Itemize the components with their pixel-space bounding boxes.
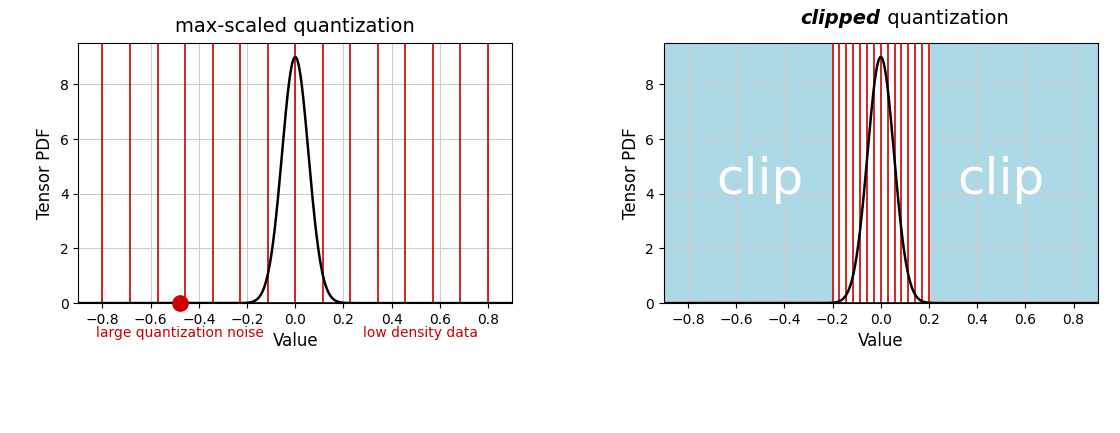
Y-axis label: Tensor PDF: Tensor PDF [622, 127, 640, 219]
Title: max-scaled quantization: max-scaled quantization [176, 17, 416, 36]
Text: clip: clip [717, 156, 804, 204]
Text: clipped: clipped [801, 9, 880, 28]
X-axis label: Value: Value [272, 333, 318, 350]
Text: quantization: quantization [880, 9, 1008, 28]
Text: large quantization noise: large quantization noise [95, 326, 263, 340]
Bar [832, 43, 928, 303]
Y-axis label: Tensor PDF: Tensor PDF [36, 127, 54, 219]
X-axis label: Value: Value [858, 333, 904, 350]
Text: low density data: low density data [363, 326, 478, 340]
Text: clip: clip [958, 156, 1045, 204]
